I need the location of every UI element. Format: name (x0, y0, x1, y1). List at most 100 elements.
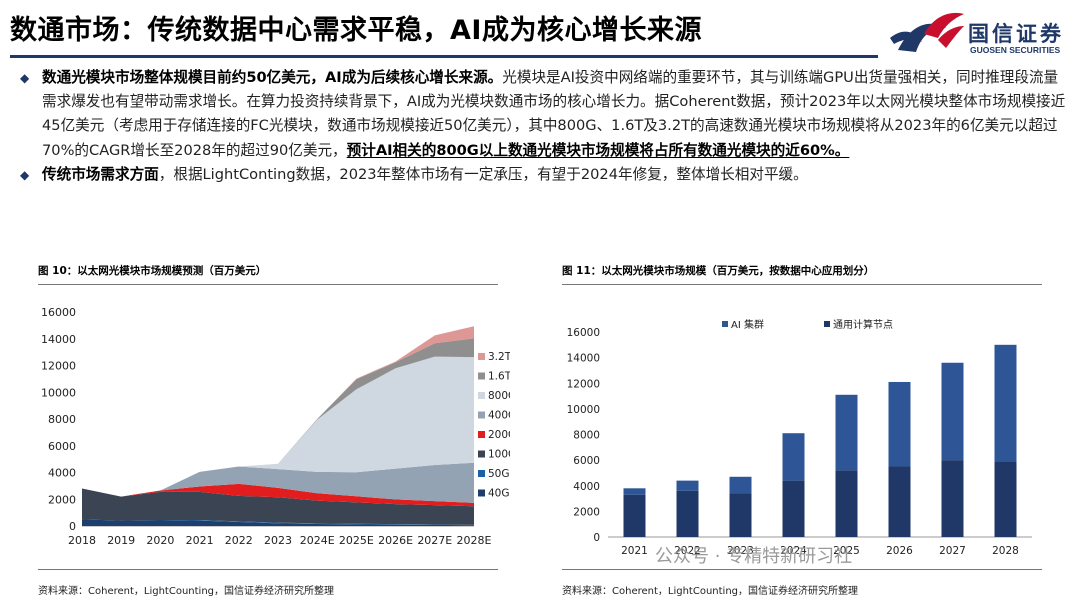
area-series-200g (82, 483, 474, 507)
legend-label: AI 集群 (731, 318, 764, 331)
legend-label: 200G (488, 429, 510, 441)
y-tick-label: 4000 (48, 467, 76, 480)
y-tick-label: 0 (69, 520, 76, 533)
bar-segment-general-compute (888, 466, 911, 537)
bar-segment-general-compute (729, 493, 752, 537)
y-tick-label: 2000 (48, 493, 76, 506)
legend-label: 通用计算节点 (833, 318, 893, 331)
figure-10-top-rule (38, 284, 498, 285)
y-tick-label: 6000 (573, 455, 600, 467)
legend-swatch (478, 353, 485, 360)
figure-11-source: 资料来源：Coherent，LightCounting，国信证券经济研究所整理 (562, 586, 859, 597)
x-tick-label: 2021 (621, 545, 648, 557)
x-tick-label: 2026 (886, 545, 913, 557)
bar-segment-general-compute (782, 480, 805, 537)
bullet-item-1: ◆ 数通光模块市场整体规模目前约50亿美元，AI成为后续核心增长来源。光模块是A… (16, 66, 1066, 163)
legend-swatch (478, 470, 485, 477)
bar-segment-ai-cluster (729, 476, 752, 494)
figure-11-chart: 0 2000 4000 6000 8000 10000 12000 14000 16000 202… (567, 318, 1032, 557)
figure-11-title: 图 11：以太网光模块市场规模（百万美元，按数据中心应用划分） (562, 265, 875, 277)
bullet-2-heading: 传统市场需求方面 (42, 165, 159, 183)
bar-segment-general-compute (676, 490, 699, 537)
y-tick-label: 2000 (573, 506, 600, 518)
x-tick-label: 2025E (339, 534, 374, 547)
figure-11-top-rule (562, 284, 1042, 285)
y-tick-label: 10000 (567, 404, 600, 416)
legend-swatch (824, 321, 830, 327)
legend-label: 3.2T (488, 351, 510, 363)
bullet-1-heading: 数通光模块市场整体规模目前约50亿美元，AI成为后续核心增长来源。 (42, 69, 503, 86)
x-tick-label: 2018 (68, 534, 96, 547)
x-tick-label: 2019 (107, 534, 135, 547)
legend-swatch (478, 392, 485, 399)
legend-swatch (478, 489, 485, 497)
y-tick-label: 16000 (41, 306, 76, 319)
y-tick-label: 6000 (48, 440, 76, 453)
bar-segment-ai-cluster (994, 344, 1017, 462)
legend-swatch (478, 372, 485, 380)
y-tick-label: 4000 (573, 481, 600, 493)
bar-segment-ai-cluster (623, 488, 646, 495)
legend-label: 50G (488, 468, 510, 480)
bar-segment-general-compute (835, 470, 858, 537)
bullet-item-2: ◆ 传统市场需求方面，根据LightConting数据，2023年整体市场有一定… (16, 163, 1066, 187)
y-tick-label: 8000 (573, 430, 600, 442)
bar-segment-ai-cluster (782, 433, 805, 481)
bar-segment-ai-cluster (888, 381, 911, 467)
logo-text: 国信证券 (968, 22, 1064, 46)
y-tick-label: 14000 (41, 333, 76, 346)
y-tick-label: 12000 (41, 360, 76, 373)
legend-swatch (478, 411, 485, 419)
x-tick-label: 2025 (833, 545, 860, 557)
x-tick-label: 2023 (727, 545, 754, 557)
legend-label: 800G (488, 390, 510, 402)
x-tick-label: 2022 (674, 545, 701, 557)
x-tick-label: 2021 (186, 534, 214, 547)
y-tick-label: 8000 (48, 413, 76, 426)
legend-label: 1.6T (488, 371, 510, 383)
title-bar: 数通市场：传统数据中心需求平稳，AI成为核心增长来源 (0, 0, 1080, 60)
area-series-16t (82, 338, 474, 497)
legend-swatch (478, 450, 485, 458)
area-series-100g (82, 488, 474, 525)
x-tick-label: 2023 (264, 534, 292, 547)
legend-label: 400G (488, 410, 510, 422)
bullet-2-body: ，根据LightConting数据，2023年整体市场有一定承压，有望于2024… (158, 165, 808, 183)
figure-11-bottom-rule (562, 569, 1042, 570)
company-logo: 国信证券 GUOSEN SECURITIES (888, 4, 1074, 60)
legend-label: 100G (488, 449, 510, 461)
y-tick-label: 0 (593, 532, 600, 544)
bar-segment-general-compute (994, 461, 1017, 537)
bar-segment-ai-cluster (676, 480, 699, 491)
bullet-list: ◆ 数通光模块市场整体规模目前约50亿美元，AI成为后续核心增长来源。光模块是A… (16, 66, 1066, 187)
x-tick-label: 2020 (146, 534, 174, 547)
bar-segment-ai-cluster (941, 362, 964, 461)
y-tick-label: 16000 (567, 327, 600, 339)
title-underline (10, 55, 878, 58)
area-series-400g (82, 462, 474, 503)
y-tick-label: 14000 (567, 353, 600, 365)
diamond-bullet-icon: ◆ (20, 167, 30, 182)
figure-10-bottom-rule (38, 569, 498, 570)
area-series-50g (82, 519, 474, 526)
x-tick-label: 2028 (992, 545, 1019, 557)
x-tick-label: 2024E (300, 534, 335, 547)
bar-segment-general-compute (941, 460, 964, 537)
bar-segment-general-compute (623, 494, 646, 537)
legend-swatch (478, 431, 485, 438)
logo-mark-icon (890, 12, 964, 52)
x-tick-label: 2024 (780, 545, 807, 557)
x-tick-label: 2026E (378, 534, 413, 547)
page-title: 数通市场：传统数据中心需求平稳，AI成为核心增长来源 (10, 15, 702, 46)
logo-subtitle: GUOSEN SECURITIES (970, 45, 1061, 55)
diamond-bullet-icon: ◆ (20, 71, 30, 85)
bullet-1-conclusion: 预计AI相关的800G以上数通光模块市场规模将占所有数通光模块的近60%。 (346, 141, 850, 159)
area-series-800g (82, 356, 474, 497)
y-tick-label: 12000 (567, 378, 600, 390)
x-tick-label: 2028E (457, 534, 492, 547)
area-series-40g (82, 519, 474, 526)
bar-segment-ai-cluster (835, 394, 858, 471)
watermark: 公众号 · 专精特新研习社 (655, 546, 853, 567)
x-tick-label: 2027 (939, 545, 966, 557)
figure-10-source: 资料来源：Coherent，LightCounting，国信证券经济研究所整理 (38, 586, 335, 597)
